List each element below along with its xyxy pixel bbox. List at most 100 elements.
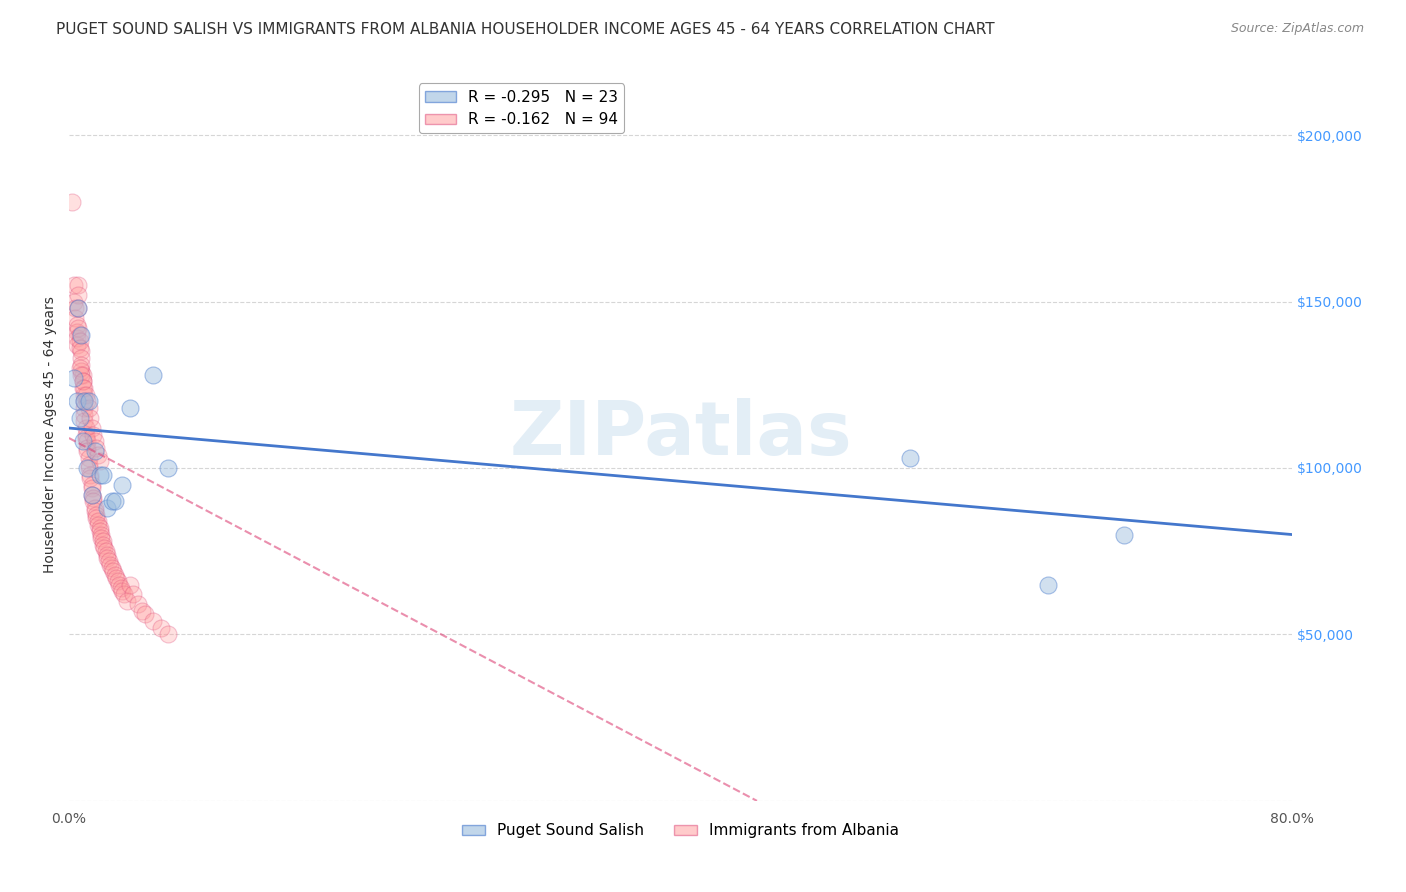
Point: [67, 321, 90, 335]
Point: [157, 627, 180, 641]
Point: [82, 494, 104, 508]
Point: [70, 364, 93, 378]
Y-axis label: Householder Income Ages 45 - 64 years: Householder Income Ages 45 - 64 years: [44, 296, 58, 574]
Point: [70, 358, 93, 372]
Point: [115, 594, 138, 608]
Point: [65, 325, 87, 339]
Point: [142, 368, 165, 382]
Point: [84, 504, 107, 518]
Point: [103, 564, 125, 578]
Point: [87, 514, 110, 528]
Point: [104, 567, 127, 582]
Point: [91, 534, 114, 549]
Point: [86, 511, 108, 525]
Point: [111, 477, 134, 491]
Point: [90, 531, 112, 545]
Point: [86, 508, 108, 522]
Point: [84, 434, 107, 449]
Point: [79, 471, 101, 485]
Point: [91, 467, 114, 482]
Point: [1112, 527, 1135, 541]
Point: [80, 477, 103, 491]
Point: [80, 481, 103, 495]
Text: PUGET SOUND SALISH VS IMMIGRANTS FROM ALBANIA HOUSEHOLDER INCOME AGES 45 - 64 YE: PUGET SOUND SALISH VS IMMIGRANTS FROM AL…: [56, 22, 995, 37]
Point: [73, 388, 96, 402]
Point: [134, 607, 156, 622]
Point: [93, 541, 115, 555]
Point: [76, 434, 98, 449]
Point: [98, 558, 121, 572]
Point: [94, 544, 117, 558]
Point: [91, 537, 114, 551]
Point: [122, 587, 145, 601]
Point: [131, 604, 153, 618]
Point: [111, 584, 134, 599]
Point: [87, 448, 110, 462]
Point: [69, 334, 91, 349]
Point: [62, 371, 84, 385]
Point: [76, 441, 98, 455]
Point: [70, 344, 93, 359]
Point: [84, 444, 107, 458]
Point: [97, 554, 120, 568]
Point: [79, 411, 101, 425]
Point: [75, 388, 97, 402]
Point: [80, 421, 103, 435]
Point: [90, 527, 112, 541]
Point: [89, 521, 111, 535]
Point: [112, 587, 135, 601]
Point: [120, 401, 142, 415]
Point: [73, 414, 96, 428]
Point: [65, 318, 87, 332]
Point: [108, 577, 131, 591]
Point: [67, 301, 90, 316]
Point: [70, 327, 93, 342]
Text: Source: ZipAtlas.com: Source: ZipAtlas.com: [1230, 22, 1364, 36]
Point: [107, 574, 129, 589]
Point: [73, 408, 96, 422]
Point: [67, 288, 90, 302]
Point: [84, 500, 107, 515]
Point: [73, 401, 96, 415]
Point: [69, 341, 91, 355]
Point: [76, 461, 98, 475]
Point: [100, 561, 122, 575]
Point: [76, 394, 98, 409]
Point: [1036, 577, 1059, 591]
Point: [62, 277, 84, 292]
Point: [77, 401, 100, 415]
Point: [104, 494, 127, 508]
Point: [110, 581, 132, 595]
Point: [63, 301, 86, 316]
Point: [127, 598, 149, 612]
Point: [96, 500, 118, 515]
Point: [80, 488, 103, 502]
Point: [67, 301, 90, 316]
Point: [69, 327, 91, 342]
Point: [898, 450, 921, 465]
Point: [72, 381, 94, 395]
Point: [73, 394, 96, 409]
Point: [65, 394, 87, 409]
Point: [69, 411, 91, 425]
Point: [73, 394, 96, 409]
Point: [65, 338, 87, 352]
Point: [73, 381, 96, 395]
Point: [70, 351, 93, 365]
Point: [82, 427, 104, 442]
Point: [72, 375, 94, 389]
Point: [63, 311, 86, 326]
Point: [69, 361, 91, 376]
Point: [80, 488, 103, 502]
Point: [72, 368, 94, 382]
Point: [142, 614, 165, 628]
Legend: Puget Sound Salish, Immigrants from Albania: Puget Sound Salish, Immigrants from Alba…: [456, 817, 905, 845]
Point: [77, 458, 100, 472]
Point: [157, 461, 180, 475]
Point: [100, 494, 122, 508]
Point: [62, 294, 84, 309]
Point: [96, 550, 118, 565]
Point: [86, 441, 108, 455]
Point: [149, 621, 172, 635]
Point: [96, 548, 118, 562]
